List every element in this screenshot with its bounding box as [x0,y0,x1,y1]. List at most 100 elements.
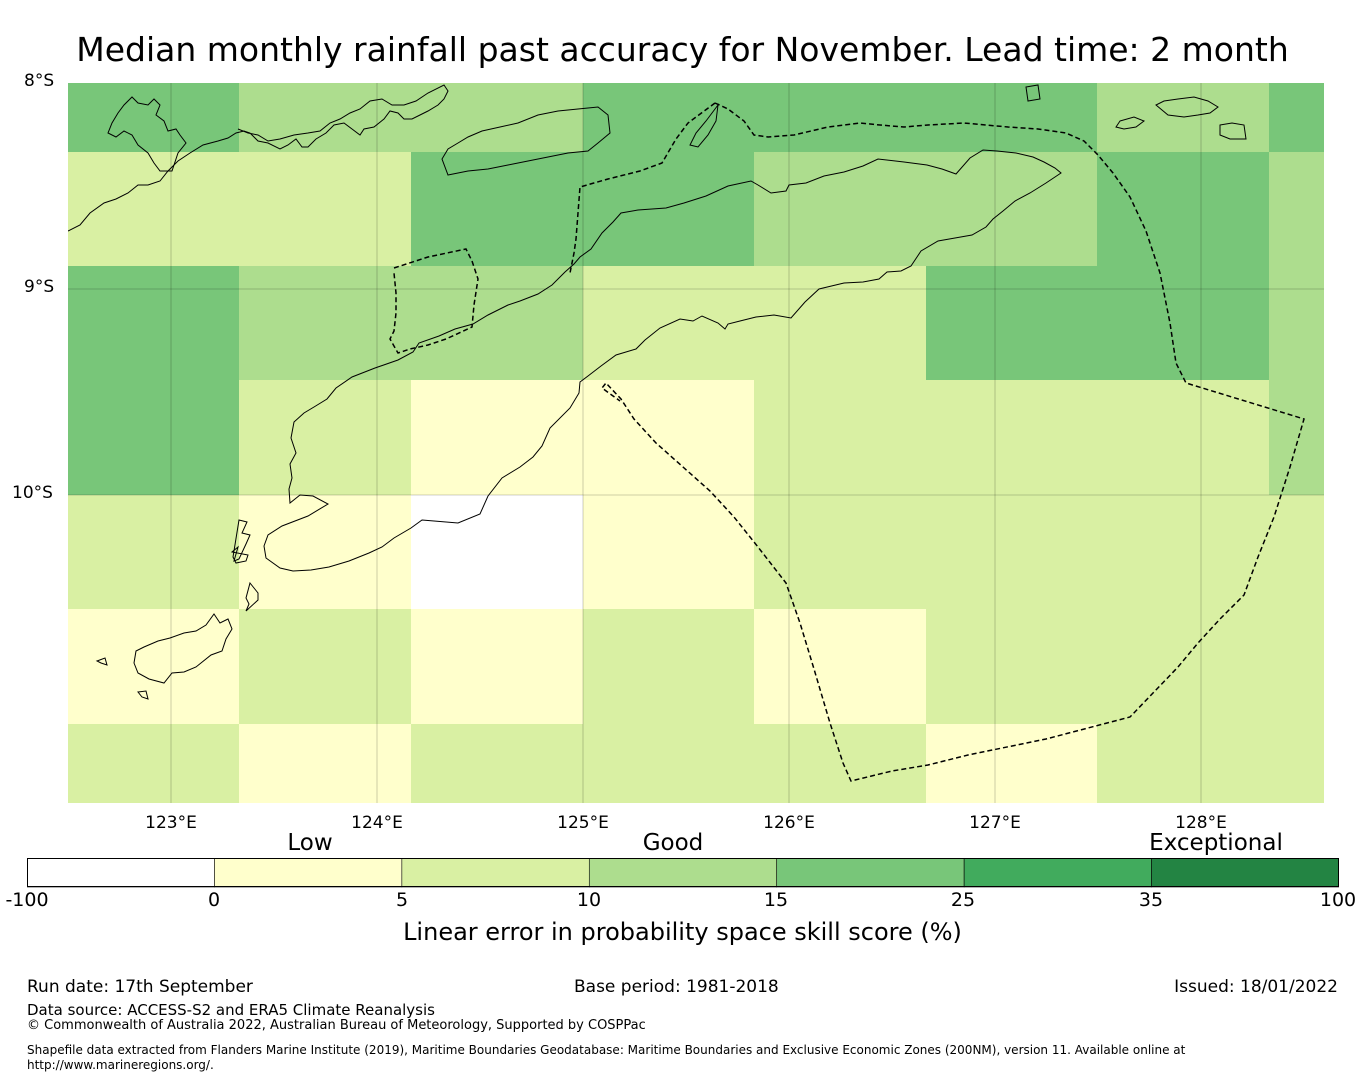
skill-cell-r2-c1 [239,266,411,380]
skill-cell-r4-c7 [1269,495,1324,609]
skill-cell-r1-c1 [239,152,411,266]
eez-boundary-oecusse [389,248,479,354]
wetar-coastline [441,106,611,176]
colorbar-segment-4 [776,858,965,888]
skill-cell-r0-c0 [68,83,239,152]
skill-cell-r2-c7 [1269,266,1324,380]
skill-cell-r1-c2 [411,152,583,266]
lon-label-128e: 128°E [1175,813,1227,833]
issued-date: Issued: 18/01/2022 [1174,977,1338,997]
north-islands [1155,96,1219,118]
skill-cell-r0-c7 [1269,83,1324,152]
skill-cell-r2-c0 [68,266,239,380]
atauro-island [689,103,719,148]
colorbar-good-label: Good [642,830,704,856]
lon-label-125e: 125°E [557,813,609,833]
lat-label-9s: 9°S [24,277,55,297]
north-islet-b [1219,122,1247,140]
colorbar-frame [27,858,1339,887]
skill-cell-r5-c7 [1269,609,1324,724]
skill-cell-r0-c6 [1097,83,1269,152]
islet-2 [137,690,149,700]
skill-cell-r5-c3 [583,609,754,724]
eez-boundary-timor-leste [600,102,1305,782]
colorbar-segment-6 [1151,858,1339,888]
skill-cell-r1-c7 [1269,152,1324,266]
skill-cell-r1-c3 [583,152,754,266]
colorbar-segment-2 [401,858,590,888]
rote-island [230,519,251,564]
skill-cell-r5-c6 [1097,609,1269,724]
graticule [68,83,1324,803]
skill-map [68,83,1324,803]
lon-label-124e: 124°E [351,813,403,833]
colorbar-tick-10: 10 [576,889,602,911]
copyright: © Commonwealth of Australia 2022, Austra… [27,1018,646,1033]
islet-1 [95,657,108,666]
skill-cell-r2-c3 [583,266,754,380]
colorbar-segment-5 [963,858,1152,888]
north-islet-c [1025,84,1041,102]
skill-cell-r5-c1 [239,609,411,724]
skill-cell-r1-c5 [926,152,1097,266]
pantar-coastline [107,96,187,172]
skill-cell-r5-c4 [754,609,926,724]
colorbar-tick-100: 100 [1319,889,1357,911]
skill-cell-r4-c2 [411,495,583,609]
semau-island [245,581,259,612]
lon-label-126e: 126°E [763,813,815,833]
timor-coastline [263,149,1062,572]
skill-grid [68,83,1324,803]
data-source: Data source: ACCESS-S2 and ERA5 Climate … [27,1001,435,1019]
skill-cell-r6-c5 [926,724,1097,803]
skill-cell-r4-c5 [926,495,1097,609]
skill-cell-r2-c2 [411,266,583,380]
skill-cell-r3-c2 [411,380,583,495]
skill-cell-r5-c2 [411,609,583,724]
skill-cell-r6-c0 [68,724,239,803]
alor-coastline [68,84,449,232]
skill-cell-r0-c3 [583,83,754,152]
shapefile-credit-line2: http://www.marineregions.org/. [27,1058,214,1072]
colorbar-low-label: Low [287,830,333,856]
coastlines [68,84,1247,700]
skill-cell-r3-c0 [68,380,239,495]
skill-cell-r5-c0 [68,609,239,724]
eez-boundary-north [569,102,716,274]
skill-cell-r0-c4 [754,83,926,152]
skill-cell-r3-c3 [583,380,754,495]
skill-cell-r5-c5 [926,609,1097,724]
shapefile-credit-line1: Shapefile data extracted from Flanders M… [27,1043,1186,1057]
skill-cell-r0-c5 [926,83,1097,152]
skill-cell-r2-c6 [1097,266,1269,380]
north-islet-a [1115,116,1146,130]
colorbar-segments [27,858,1339,888]
colorbar [27,858,1339,888]
skill-cell-r6-c2 [411,724,583,803]
base-period: Base period: 1981-2018 [574,977,779,997]
colorbar-tick-0: 0 [207,889,221,911]
lon-label-127e: 127°E [969,813,1021,833]
colorbar-caption: Linear error in probability space skill … [403,918,962,946]
colorbar-tick-minus100: -100 [5,889,49,911]
colorbar-segment-3 [588,858,778,888]
colorbar-segment-1 [214,858,403,888]
skill-cell-r2-c5 [926,266,1097,380]
eez-boundaries [389,102,1305,782]
chart-title: Median monthly rainfall past accuracy fo… [76,30,1289,69]
skill-cell-r1-c4 [754,152,926,266]
skill-cell-r6-c1 [239,724,411,803]
colorbar-segment-0 [27,858,215,888]
skill-cell-r6-c7 [1269,724,1324,803]
skill-cell-r0-c2 [411,83,583,152]
skill-cell-r4-c0 [68,495,239,609]
skill-cell-r1-c0 [68,152,239,266]
colorbar-tick-25: 25 [950,889,976,911]
skill-cell-r3-c7 [1269,380,1324,495]
skill-cell-r3-c1 [239,380,411,495]
colorbar-exceptional-label: Exceptional [1149,830,1283,856]
colorbar-tick-15: 15 [763,889,789,911]
skill-cell-r3-c6 [1097,380,1269,495]
colorbar-tick-35: 35 [1138,889,1164,911]
skill-cell-r4-c6 [1097,495,1269,609]
